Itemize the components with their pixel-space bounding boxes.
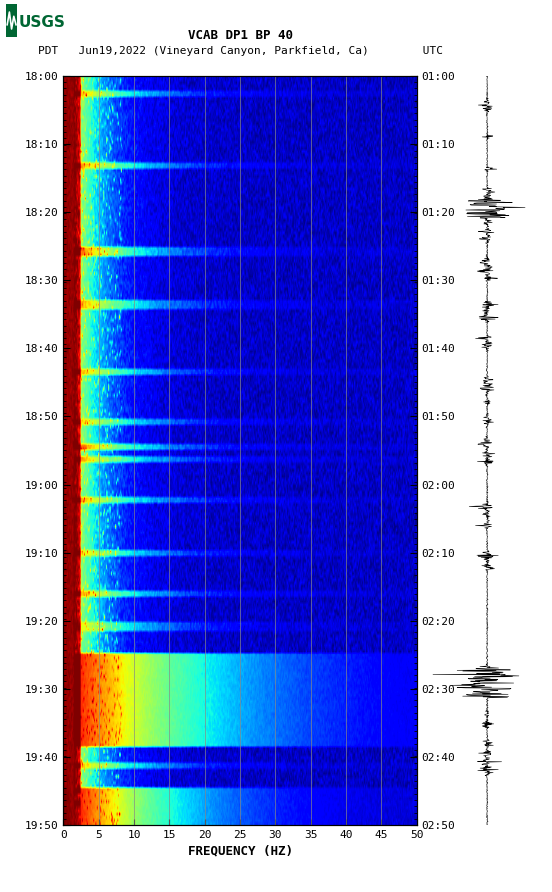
Text: PDT   Jun19,2022 (Vineyard Canyon, Parkfield, Ca)        UTC: PDT Jun19,2022 (Vineyard Canyon, Parkfie… — [38, 45, 443, 56]
Polygon shape — [6, 4, 17, 37]
X-axis label: FREQUENCY (HZ): FREQUENCY (HZ) — [188, 844, 293, 857]
Text: VCAB DP1 BP 40: VCAB DP1 BP 40 — [188, 29, 293, 42]
Text: USGS: USGS — [19, 14, 66, 29]
